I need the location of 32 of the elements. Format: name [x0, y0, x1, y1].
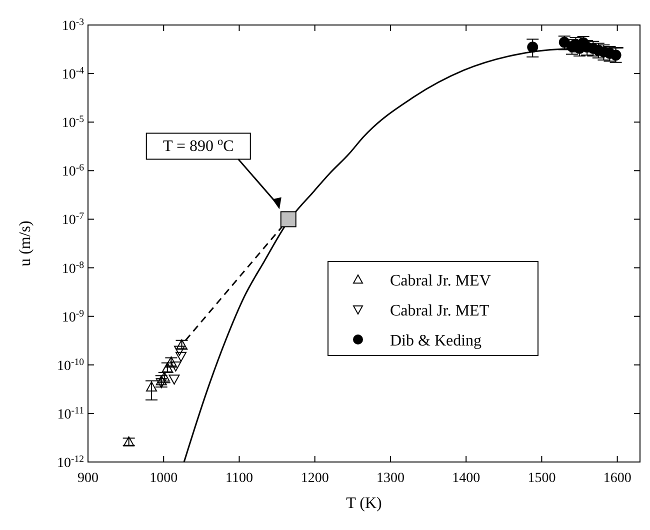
y-tick-label: 10$^{-3}$: [62, 16, 84, 34]
x-tick-label: 1200: [300, 471, 329, 486]
y-tick-label: 10$^{-10}$: [56, 356, 84, 374]
x-tick-label: 1400: [452, 471, 480, 486]
y-tick-label: 10$^{-7}$: [62, 210, 84, 228]
legend-label: Dib & Keding: [390, 332, 482, 350]
x-tick-label: 900: [78, 471, 98, 486]
point: [156, 378, 167, 388]
x-axis-title: T (K): [346, 495, 382, 512]
legend-label: Cabral Jr. MET: [390, 302, 490, 320]
y-tick-label: 10$^{-8}$: [62, 259, 84, 277]
y-tick-label: 10$^{-4}$: [62, 65, 84, 83]
x-tick-label: 1500: [528, 471, 556, 486]
point: [174, 346, 185, 356]
point: [168, 374, 180, 385]
y-tick-label: 10$^{-9}$: [62, 308, 84, 326]
y-tick-label: 10$^{-6}$: [62, 162, 84, 180]
point: [156, 375, 167, 386]
x-tick-label: 1100: [225, 471, 253, 486]
legend-label: Cabral Jr. MEV: [390, 272, 492, 290]
point: [280, 211, 296, 228]
x-tick-label: 1000: [150, 471, 178, 486]
point: [527, 42, 538, 53]
point: [176, 352, 187, 362]
point: [170, 361, 182, 372]
y-axis-title: u (m/s): [17, 220, 34, 266]
y-tick-label: 10$^{-5}$: [62, 114, 84, 132]
x-tick-label: 1600: [603, 471, 632, 486]
x-tick-label: 1300: [376, 471, 404, 486]
annotation: T = 890 $^{o}$C: [162, 136, 234, 156]
y-tick-label: 10$^{-12}$: [56, 454, 84, 471]
y-tick-label: 10$^{-11}$: [57, 404, 84, 422]
